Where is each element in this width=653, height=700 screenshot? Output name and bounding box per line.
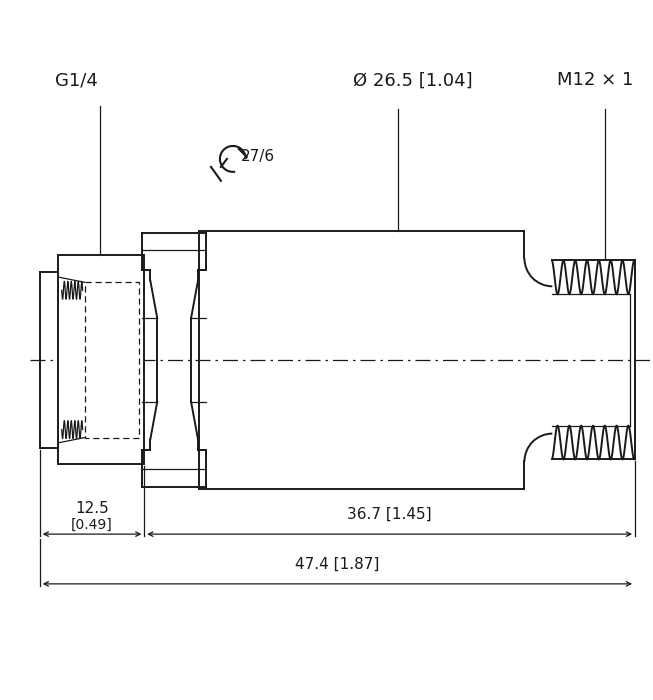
- Text: [0.49]: [0.49]: [71, 518, 113, 532]
- Text: G1/4: G1/4: [55, 71, 97, 90]
- Text: Ø 26.5 [1.04]: Ø 26.5 [1.04]: [353, 71, 473, 90]
- Text: M12 × 1: M12 × 1: [557, 71, 633, 90]
- Bar: [85, 282, 139, 438]
- Text: 36.7 [1.45]: 36.7 [1.45]: [347, 508, 432, 522]
- Text: 47.4 [1.87]: 47.4 [1.87]: [295, 557, 379, 572]
- Text: 27/6: 27/6: [241, 149, 275, 164]
- Text: 12.5: 12.5: [75, 501, 109, 516]
- Bar: [57, 256, 144, 464]
